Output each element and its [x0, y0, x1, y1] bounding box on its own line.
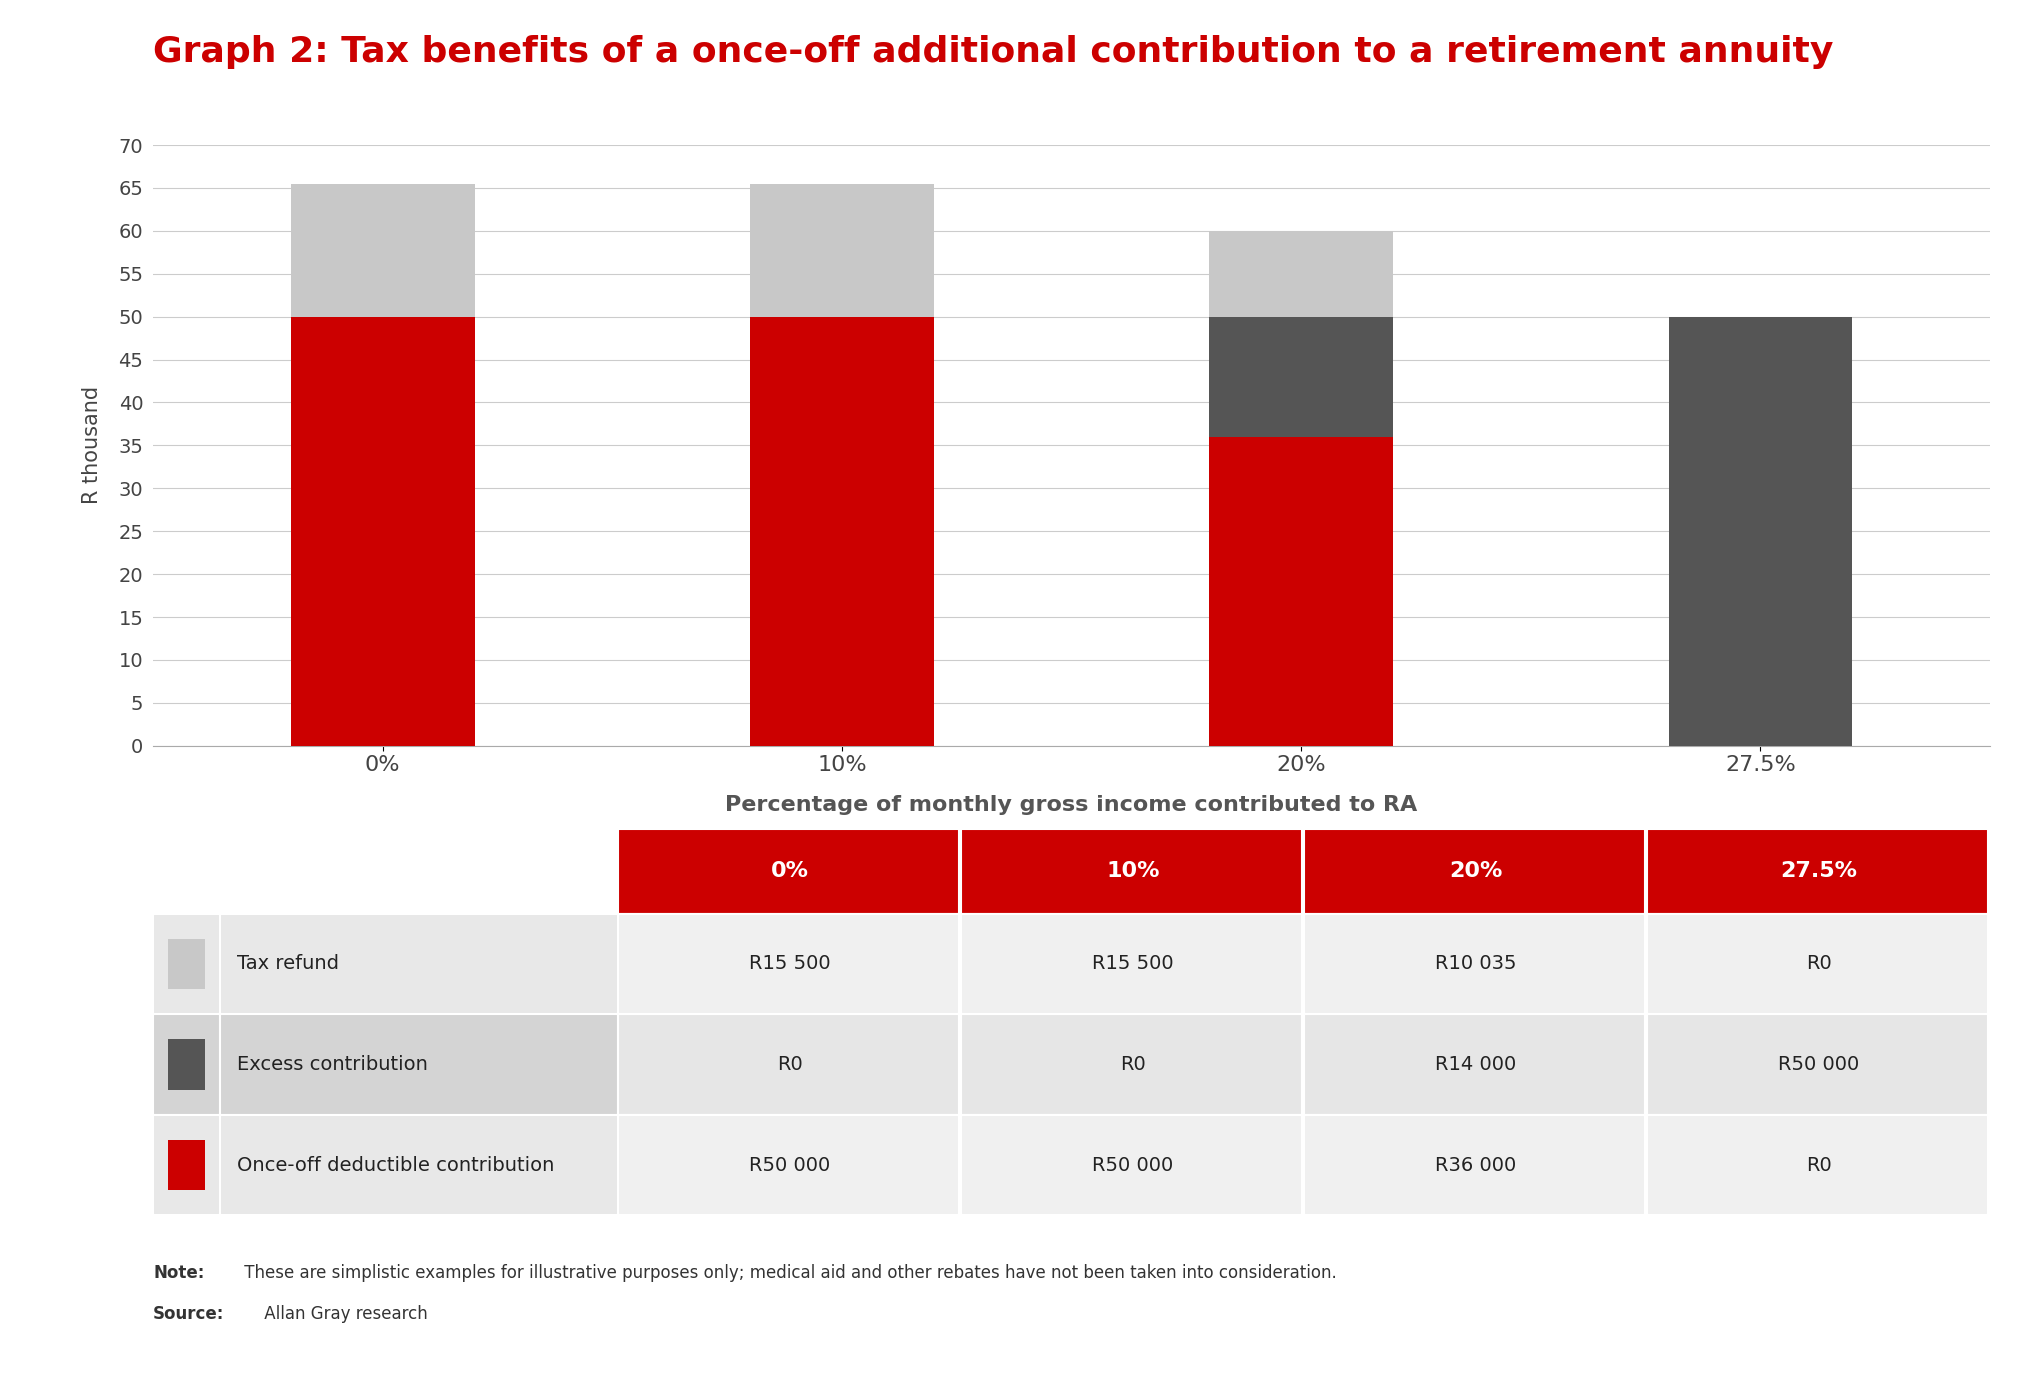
Text: R15 500: R15 500 [1092, 954, 1174, 974]
Bar [290, 316, 474, 746]
Y-axis label: R thousand: R thousand [82, 387, 102, 504]
Text: R15 500: R15 500 [749, 954, 831, 974]
Text: R0: R0 [1806, 1156, 1831, 1174]
Text: R50 000: R50 000 [749, 1156, 831, 1174]
Text: Once-off deductible contribution: Once-off deductible contribution [237, 1156, 553, 1174]
Text: R0: R0 [778, 1055, 802, 1074]
Text: Allan Gray research: Allan Gray research [259, 1305, 429, 1323]
Text: These are simplistic examples for illustrative purposes only; medical aid and ot: These are simplistic examples for illust… [239, 1264, 1337, 1282]
Text: R50 000: R50 000 [1092, 1156, 1174, 1174]
Text: R10 035: R10 035 [1435, 954, 1516, 974]
Text: 0%: 0% [771, 862, 808, 881]
Text: Tax refund: Tax refund [237, 954, 339, 974]
Text: 10%: 10% [1106, 862, 1159, 881]
Text: Note:: Note: [153, 1264, 204, 1282]
Text: R0: R0 [1121, 1055, 1145, 1074]
Text: R14 000: R14 000 [1435, 1055, 1516, 1074]
Text: R0: R0 [1806, 954, 1831, 974]
Bar [1208, 436, 1392, 746]
Bar [1670, 316, 1853, 746]
X-axis label: Percentage of monthly gross income contributed to RA: Percentage of monthly gross income contr… [725, 795, 1418, 815]
Text: R50 000: R50 000 [1778, 1055, 1859, 1074]
Bar [751, 316, 935, 746]
Text: Source:: Source: [153, 1305, 225, 1323]
Text: 20%: 20% [1449, 862, 1502, 881]
Bar [290, 184, 474, 316]
Text: R36 000: R36 000 [1435, 1156, 1516, 1174]
Text: Excess contribution: Excess contribution [237, 1055, 429, 1074]
Bar [751, 184, 935, 316]
Text: Graph 2: Tax benefits of a once-off additional contribution to a retirement annu: Graph 2: Tax benefits of a once-off addi… [153, 35, 1833, 69]
Text: 27.5%: 27.5% [1780, 862, 1857, 881]
Bar [1208, 231, 1392, 316]
Bar [1208, 316, 1392, 436]
